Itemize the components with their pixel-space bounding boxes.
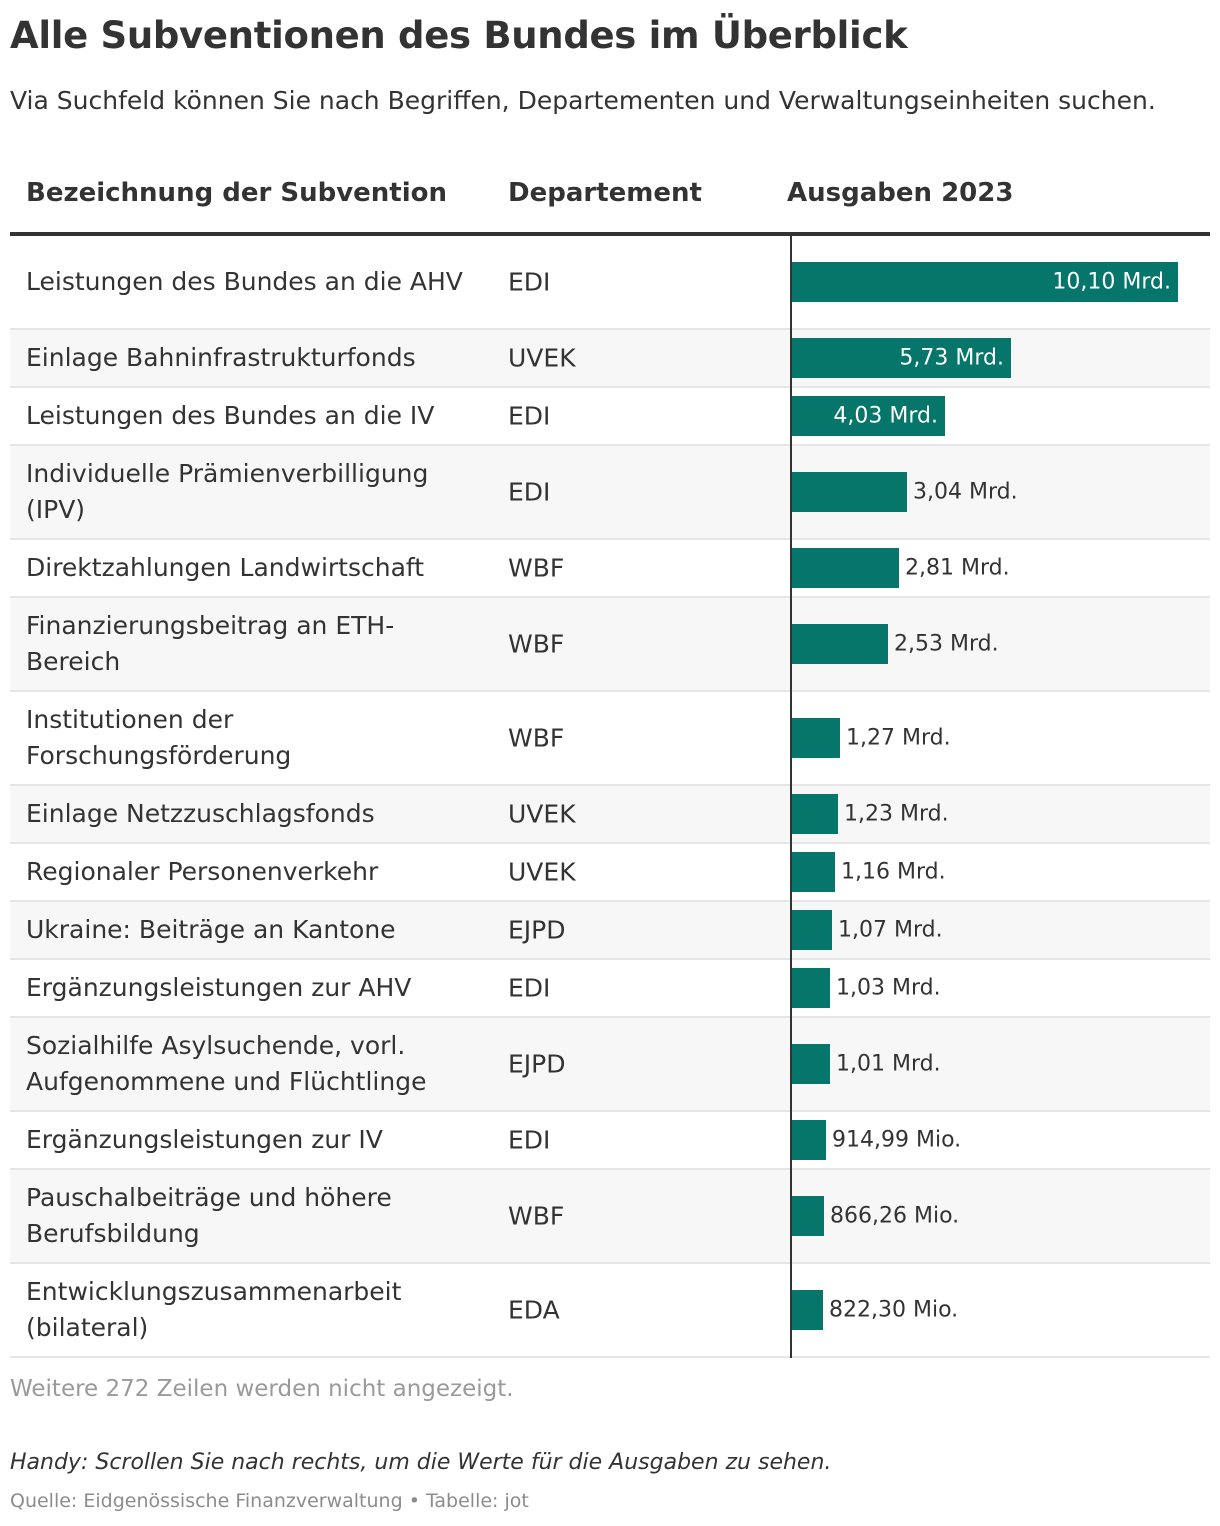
table-row: Einlage Netzzuschlagsfonds UVEK 1,23 Mrd. xyxy=(10,786,1210,844)
subsidy-name: Entwicklungszusammenarbeit (bilateral) xyxy=(26,1277,402,1342)
expense-bar xyxy=(791,1196,824,1236)
subsidy-name: Finanzierungsbeitrag an ETH-Bereich xyxy=(26,611,395,676)
subsidy-name: Regionaler Personenverkehr xyxy=(26,857,379,886)
department-code: EDI xyxy=(508,1125,551,1155)
expense-value-label: 4,03 Mrd. xyxy=(833,403,938,429)
expense-bar xyxy=(791,338,1011,378)
expense-bar xyxy=(791,968,830,1008)
expense-bar xyxy=(791,472,907,512)
expense-bar xyxy=(791,910,832,950)
expense-value-label: 5,73 Mrd. xyxy=(899,345,1004,371)
department-code: WBF xyxy=(508,629,565,659)
more-rows-notice: Weitere 272 Zeilen werden nicht angezeig… xyxy=(10,1376,514,1402)
department-code: UVEK xyxy=(508,857,576,887)
department-code: EDI xyxy=(508,973,551,1003)
department-code: EDI xyxy=(508,267,551,297)
department-code: WBF xyxy=(508,1201,565,1231)
expense-value-label: 2,81 Mrd. xyxy=(905,555,1010,581)
expense-bar xyxy=(791,1120,826,1160)
department-code: WBF xyxy=(508,553,565,583)
table-row: Ergänzungsleistungen zur IV EDI 914,99 Mio… xyxy=(10,1112,1210,1170)
source-credit: Quelle: Eidgenössische Finanzverwaltung … xyxy=(10,1490,529,1512)
mobile-note: Handy: Scrollen Sie nach rechts, um die … xyxy=(10,1450,832,1475)
table-row: Finanzierungsbeitrag an ETH-Bereich WBF 2,… xyxy=(10,598,1210,692)
expense-value-label: 1,07 Mrd. xyxy=(838,917,943,943)
subsidy-name: Leistungen des Bundes an die AHV xyxy=(26,267,463,296)
subsidy-name: Individuelle Prämienverbilligung (IPV) xyxy=(26,459,429,524)
subsidy-name: Pauschalbeiträge und höhere Berufsbildun… xyxy=(26,1183,392,1248)
table-row: Ukraine: Beiträge an Kantone EJPD 1,07 Mrd… xyxy=(10,902,1210,960)
expense-bar xyxy=(791,718,840,758)
department-code: EDI xyxy=(508,477,551,507)
subsidy-name: Einlage Netzzuschlagsfonds xyxy=(26,799,375,828)
department-code: EDA xyxy=(508,1295,560,1325)
subsidy-name: Ukraine: Beiträge an Kantone xyxy=(26,915,396,944)
table-row: Leistungen des Bundes an die IV EDI 4,03 M… xyxy=(10,388,1210,446)
table-row: Institutionen der Forschungsförderung WBF… xyxy=(10,692,1210,786)
expense-value-label: 914,99 Mio. xyxy=(832,1127,962,1153)
bar-axis-line xyxy=(790,236,792,1358)
expense-bar xyxy=(791,548,899,588)
subsidies-table: Bezeichnung der Subvention Departement A… xyxy=(10,160,1210,1358)
department-code: UVEK xyxy=(508,343,576,373)
subsidy-name: Einlage Bahninfrastrukturfonds xyxy=(26,343,416,372)
expense-bar xyxy=(791,624,888,664)
expense-bar xyxy=(791,1290,823,1330)
expense-bar xyxy=(791,852,835,892)
department-code: WBF xyxy=(508,723,565,753)
expense-value-label: 2,53 Mrd. xyxy=(894,631,999,657)
subsidy-name: Sozialhilfe Asylsuchende, vorl. Aufgenom… xyxy=(26,1031,427,1096)
subsidy-name: Institutionen der Forschungsförderung xyxy=(26,705,292,770)
expense-bar xyxy=(791,1044,830,1084)
table-row: Entwicklungszusammenarbeit (bilateral) ED… xyxy=(10,1264,1210,1358)
expense-bar xyxy=(791,396,945,436)
page-subtitle: Via Suchfeld können Sie nach Begriffen, … xyxy=(10,86,1156,115)
department-code: EJPD xyxy=(508,915,566,945)
subsidy-name: Direktzahlungen Landwirtschaft xyxy=(26,553,425,582)
column-header-name[interactable]: Bezeichnung der Subvention xyxy=(26,178,448,208)
department-code: UVEK xyxy=(508,799,576,829)
expense-value-label: 1,27 Mrd. xyxy=(846,725,951,751)
table-row: Direktzahlungen Landwirtschaft WBF 2,81 Mr… xyxy=(10,540,1210,598)
column-header-expenses[interactable]: Ausgaben 2023 xyxy=(787,178,1014,208)
table-row: Einlage Bahninfrastrukturfonds UVEK 5,73 M… xyxy=(10,330,1210,388)
expense-value-label: 822,30 Mio. xyxy=(829,1297,959,1323)
expense-bar xyxy=(791,262,1178,302)
page-title: Alle Subventionen des Bundes im Überblic… xyxy=(10,14,908,57)
expense-value-label: 1,23 Mrd. xyxy=(844,801,949,827)
table-row: Individuelle Prämienverbilligung (IPV) ED… xyxy=(10,446,1210,540)
department-code: EDI xyxy=(508,401,551,431)
table-row: Regionaler Personenverkehr UVEK 1,16 Mrd. xyxy=(10,844,1210,902)
expense-bar xyxy=(791,794,838,834)
subsidy-name: Ergänzungsleistungen zur AHV xyxy=(26,973,412,1002)
subsidy-name: Leistungen des Bundes an die IV xyxy=(26,401,435,430)
subsidy-name: Ergänzungsleistungen zur IV xyxy=(26,1125,383,1154)
table-row: Leistungen des Bundes an die AHV EDI 10,10… xyxy=(10,236,1210,330)
expense-value-label: 1,01 Mrd. xyxy=(836,1051,941,1077)
expense-value-label: 866,26 Mio. xyxy=(830,1203,960,1229)
table-row: Sozialhilfe Asylsuchende, vorl. Aufgenom… xyxy=(10,1018,1210,1112)
expense-value-label: 1,16 Mrd. xyxy=(841,859,946,885)
expense-value-label: 1,03 Mrd. xyxy=(836,975,941,1001)
department-code: EJPD xyxy=(508,1049,566,1079)
table-header: Bezeichnung der Subvention Departement A… xyxy=(10,160,1210,236)
expense-value-label: 10,10 Mrd. xyxy=(1052,269,1171,295)
table-row: Pauschalbeiträge und höhere Berufsbildun… xyxy=(10,1170,1210,1264)
expense-value-label: 3,04 Mrd. xyxy=(913,479,1018,505)
table-row: Ergänzungsleistungen zur AHV EDI 1,03 Mrd. xyxy=(10,960,1210,1018)
table-body: Leistungen des Bundes an die AHV EDI 10,10… xyxy=(10,236,1210,1358)
column-header-department[interactable]: Departement xyxy=(508,178,702,208)
